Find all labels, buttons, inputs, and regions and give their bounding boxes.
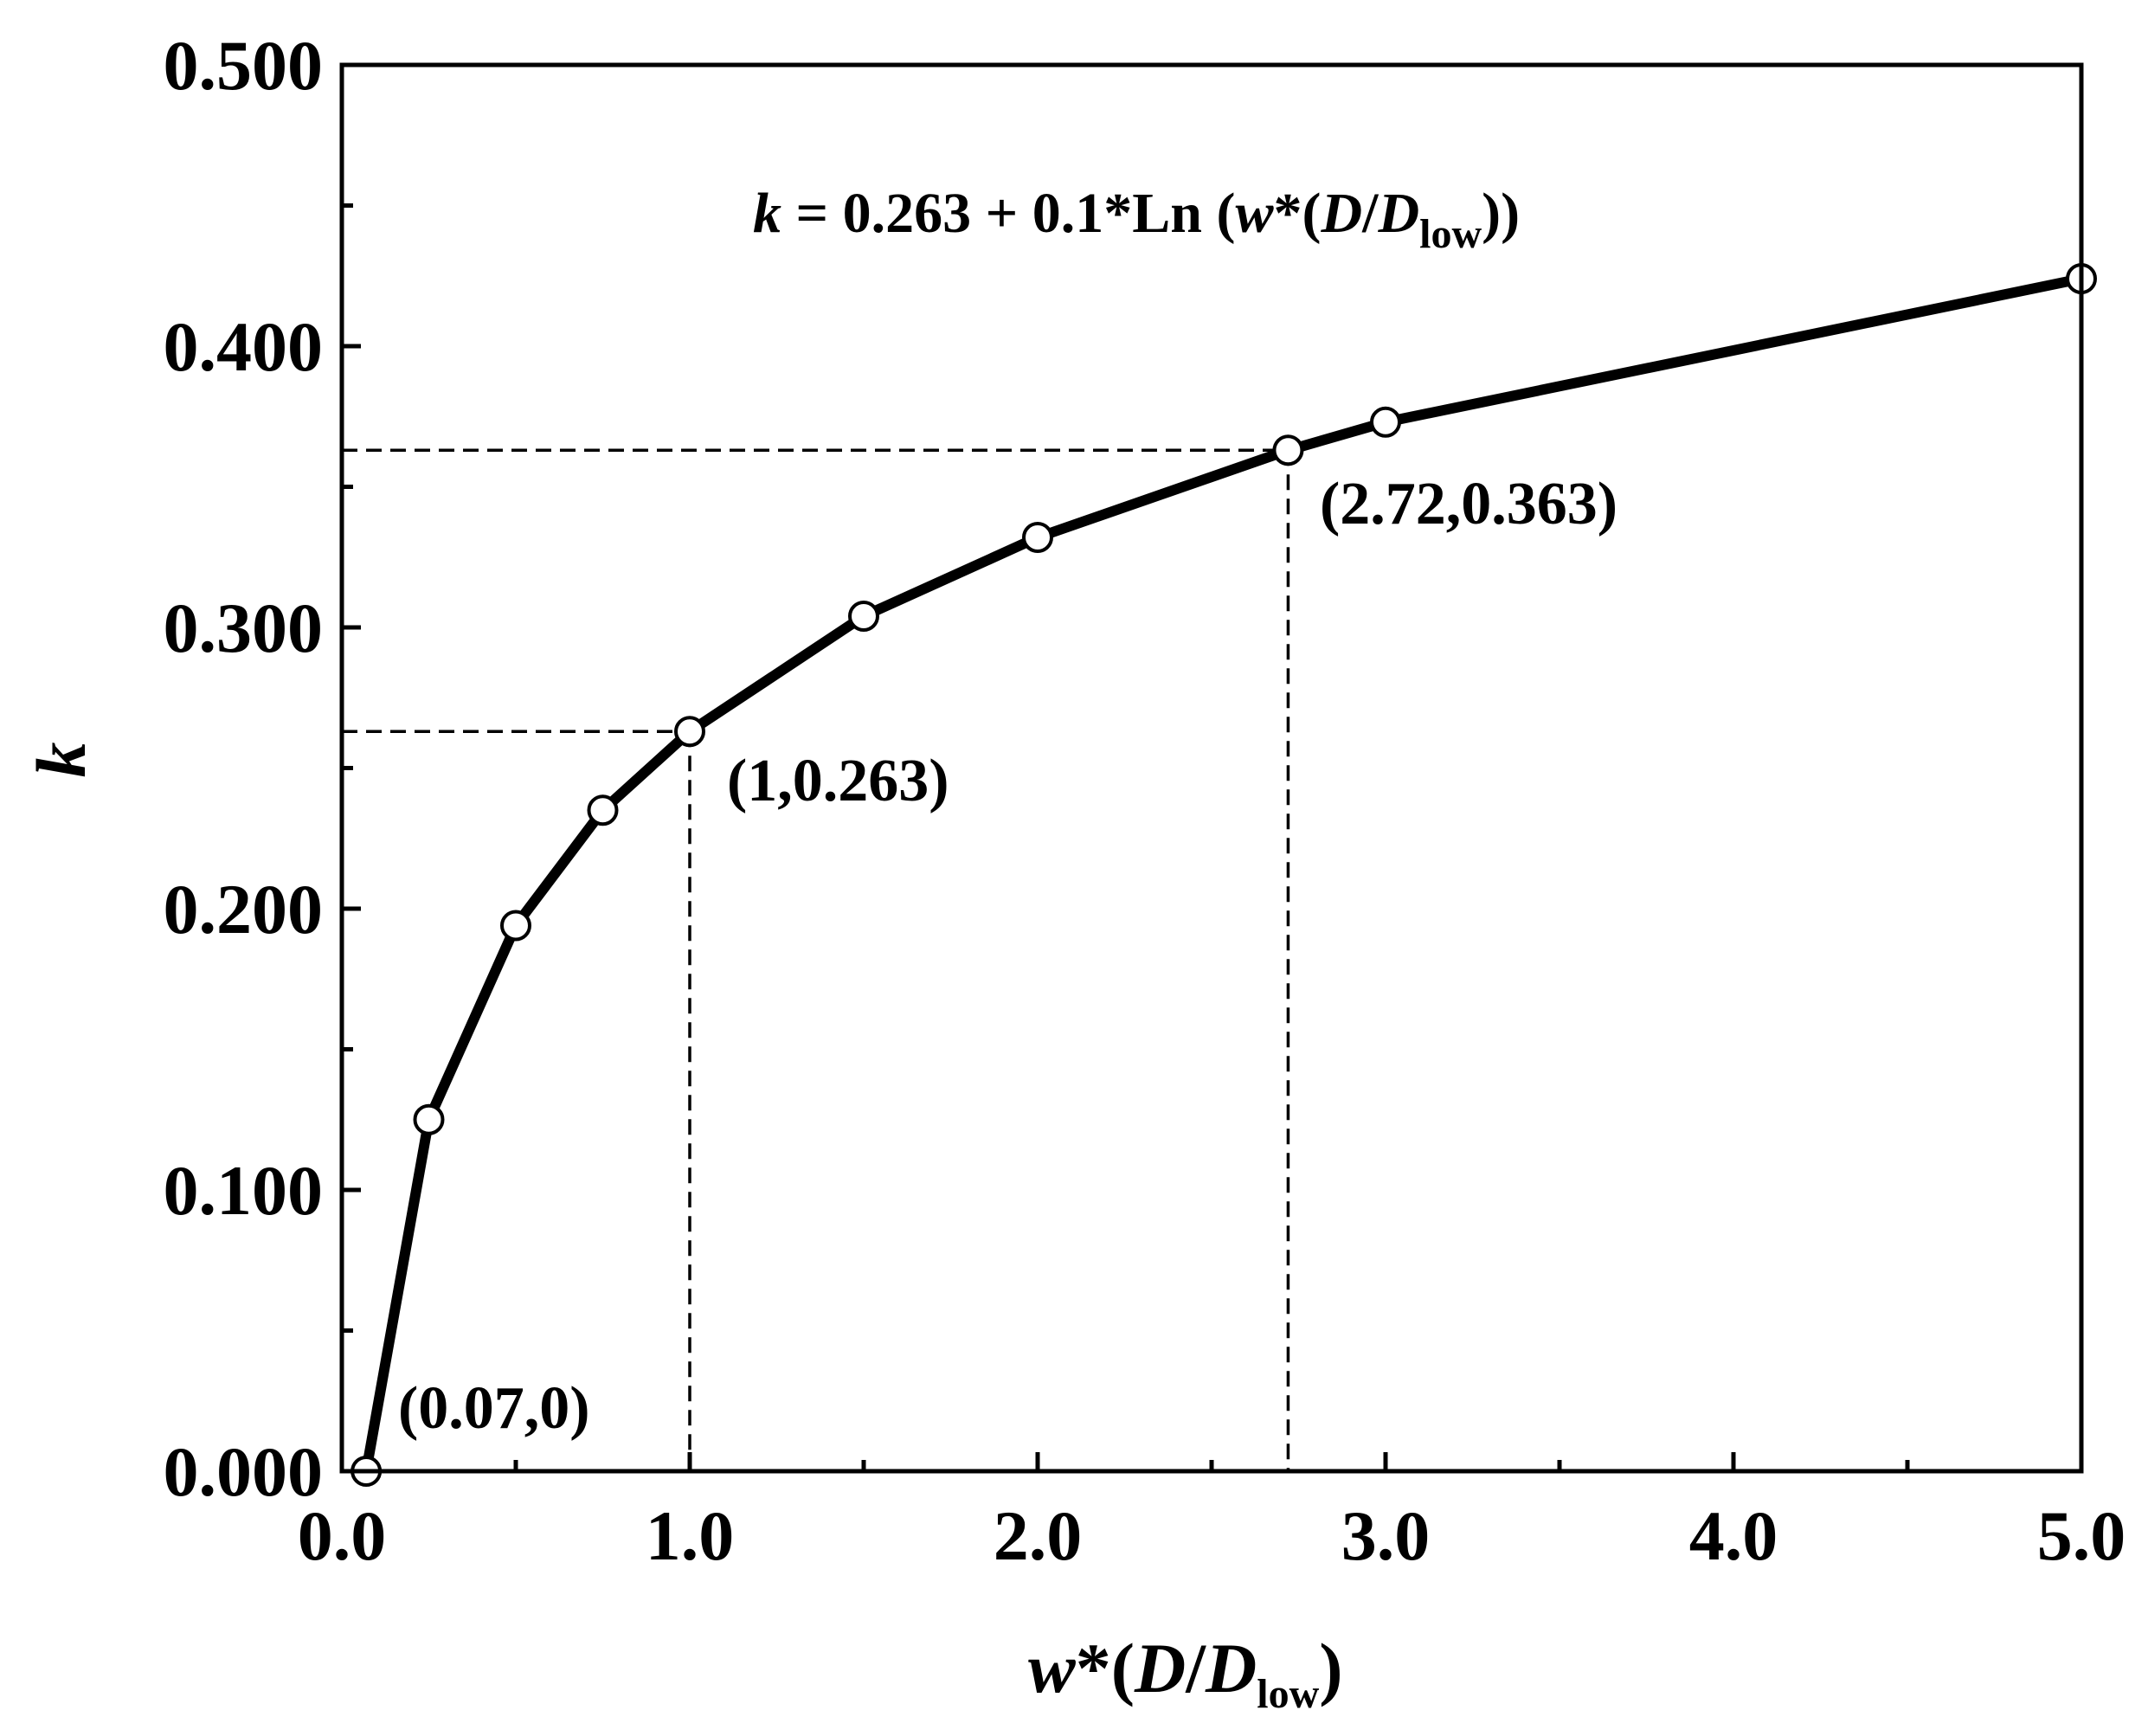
x-tick-label: 5.0: [2037, 1496, 2126, 1575]
x-axis-title: w*(D/Dlow): [1028, 1629, 1343, 1717]
annotation-e-point: (2.72,0.363): [1320, 471, 1617, 537]
plot-frame: [339, 62, 2084, 1474]
x-tick-label: 4.0: [1689, 1496, 1778, 1575]
data-point: [1370, 406, 1401, 438]
y-tick-label: 0.400: [164, 307, 324, 386]
reference-lines: [342, 448, 1290, 1471]
x-tick-label: 1.0: [646, 1496, 735, 1575]
data-point: [1022, 522, 1053, 553]
tick-labels: 0.0 1.0 2.0 3.0 4.0 5.0 0.000 0.100 0.200 0.300 0.…: [164, 26, 2126, 1575]
y-axis-title: k: [22, 743, 100, 778]
y-tick-label: 0.200: [164, 870, 324, 948]
series-line: [361, 273, 2083, 1473]
data-point: [848, 601, 879, 632]
x-tick-label: 0.0: [298, 1496, 387, 1575]
y-tick-label: 0.300: [164, 588, 324, 667]
equation-label: k = 0.263 + 0.1*Ln (w*(D/Dlow)): [753, 182, 1520, 257]
x-tick-label: 2.0: [994, 1496, 1083, 1575]
y-tick-label: 0.500: [164, 26, 324, 105]
x-tick-label: 3.0: [1341, 1496, 1431, 1575]
y-tick-label: 0.000: [164, 1432, 324, 1511]
data-point: [674, 716, 705, 748]
axis-ticks: [339, 62, 2084, 1474]
y-tick-label: 0.100: [164, 1151, 324, 1230]
data-point: [587, 794, 619, 826]
data-point: [1272, 434, 1304, 466]
annotation-midpoint: (1,0.263): [727, 748, 949, 814]
annotation-start: (0.07,0): [398, 1375, 590, 1442]
data-point: [500, 910, 531, 942]
data-point: [413, 1103, 445, 1135]
series-markers: [350, 263, 2097, 1487]
